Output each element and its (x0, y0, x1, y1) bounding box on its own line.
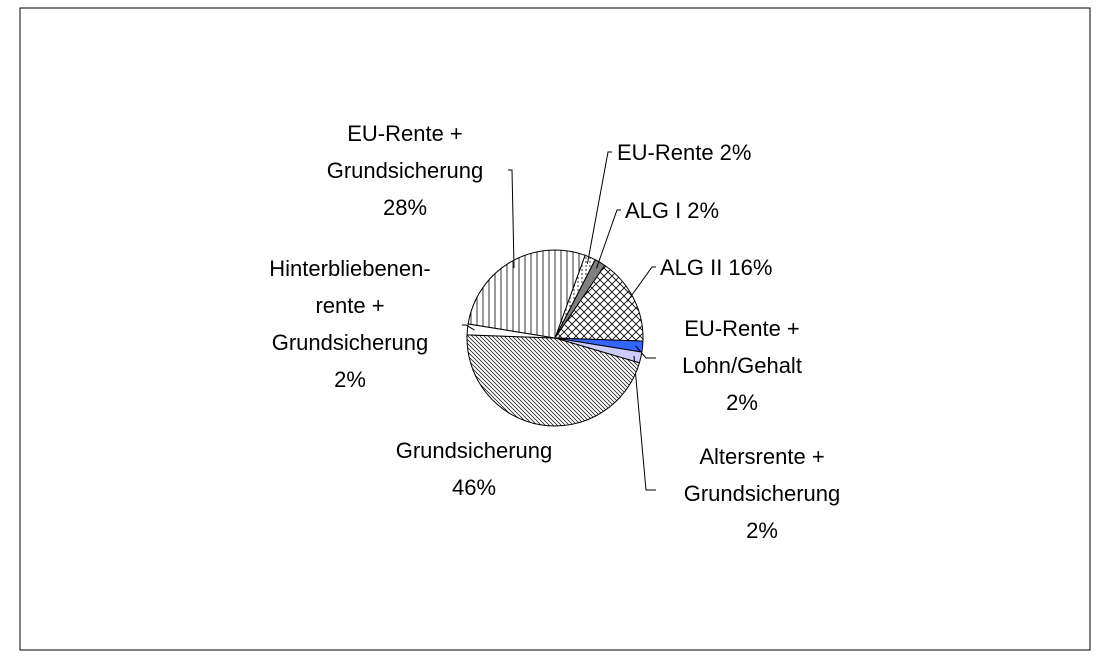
data-label: Altersrente + Grundsicherung 2% (684, 438, 841, 549)
data-label: EU-Rente + Lohn/Gehalt 2% (682, 310, 802, 421)
data-label: ALG I 2% (625, 192, 719, 229)
data-label: Hinterbliebenen- rente + Grundsicherung 2… (269, 250, 430, 398)
label-name: ALG I (625, 198, 682, 223)
leader-line (626, 266, 656, 302)
label-name: EU-Rente + Lohn/Gehalt (682, 316, 802, 378)
leader-line (633, 355, 656, 491)
leader-line (508, 169, 515, 269)
label-name: Grundsicherung (395, 438, 553, 463)
label-value: 16% (728, 255, 773, 280)
leader-line (595, 209, 621, 269)
label-name: ALG II (660, 255, 723, 280)
label-value: 28% (382, 195, 428, 220)
label-value: 2% (334, 367, 366, 392)
leader-line (462, 324, 475, 331)
leader-line (635, 345, 656, 359)
label-value: 2% (687, 198, 720, 223)
pie-slice (466, 334, 641, 427)
data-label: ALG II 16% (660, 249, 772, 286)
label-name: Hinterbliebenen- rente + Grundsicherung (269, 256, 431, 355)
leader-line (586, 151, 612, 264)
data-label: EU-Rente 2% (617, 134, 751, 171)
pie-slice (554, 264, 644, 342)
data-label: Grundsicherung 46% (396, 432, 553, 506)
label-name: EU-Rente + Grundsicherung (326, 121, 484, 183)
label-value: 2% (719, 140, 752, 165)
chart-frame (19, 7, 1091, 651)
label-name: EU-Rente (617, 140, 714, 165)
data-label: EU-Rente + Grundsicherung 28% (327, 115, 484, 226)
label-value: 2% (726, 390, 758, 415)
label-name: Altersrente + Grundsicherung (683, 444, 841, 506)
label-value: 46% (451, 475, 497, 500)
pie-slice (467, 249, 586, 339)
label-value: 2% (746, 518, 778, 543)
